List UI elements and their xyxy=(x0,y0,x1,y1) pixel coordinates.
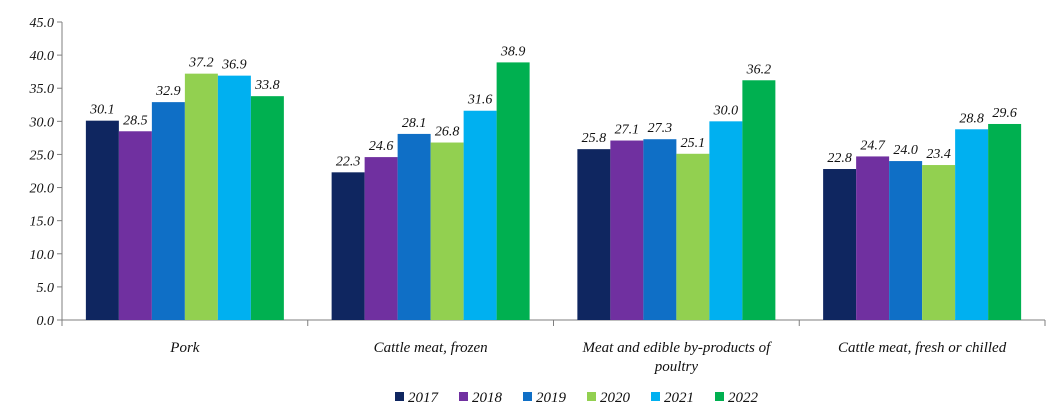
y-tick-label: 40.0 xyxy=(30,49,55,64)
bar-2020 xyxy=(430,142,464,320)
bar-2022 xyxy=(250,96,284,321)
bars xyxy=(85,62,1022,321)
category-label: Meat and edible by-products of xyxy=(582,340,773,356)
y-tick-label: 25.0 xyxy=(30,148,55,163)
bar-2018 xyxy=(856,156,890,320)
legend-label: 2022 xyxy=(728,390,759,406)
bar-2021 xyxy=(709,121,743,320)
data-label: 33.8 xyxy=(254,78,280,93)
bar-2017 xyxy=(577,149,611,320)
bar-2021 xyxy=(955,129,989,320)
bar-2018 xyxy=(364,157,398,320)
legend-label: 2020 xyxy=(600,390,631,406)
axes: 0.0 5.0 10.0 15.0 20.0 25.0 30.0 35.0 40.0 45.0 Po… xyxy=(29,16,1046,375)
bar-2019 xyxy=(397,133,431,320)
data-label: 24.7 xyxy=(860,138,886,153)
data-label: 25.8 xyxy=(582,131,607,146)
data-label: 36.2 xyxy=(746,62,772,77)
data-label: 24.6 xyxy=(369,139,394,154)
y-tick-label: 20.0 xyxy=(30,182,55,197)
bar-2021 xyxy=(463,110,497,320)
legend-swatch-2017 xyxy=(395,392,404,401)
data-label: 25.1 xyxy=(681,136,706,151)
data-label: 22.8 xyxy=(827,151,852,166)
data-label: 30.0 xyxy=(713,103,739,118)
category-label: Cattle meat, frozen xyxy=(374,340,488,356)
bar-2017 xyxy=(823,169,857,320)
bar-2019 xyxy=(643,139,677,320)
bar-2020 xyxy=(922,165,956,320)
y-tick-label: 15.0 xyxy=(30,215,55,230)
bar-2021 xyxy=(217,75,251,320)
category-label: Pork xyxy=(169,340,200,356)
data-label: 27.1 xyxy=(615,123,640,138)
data-label: 27.3 xyxy=(648,121,673,136)
legend-label: 2017 xyxy=(408,390,440,406)
legend-swatch-2021 xyxy=(651,392,660,401)
bar-2020 xyxy=(184,73,218,320)
bar-2022 xyxy=(988,123,1022,320)
data-label: 38.9 xyxy=(500,44,526,59)
legend-swatch-2019 xyxy=(523,392,532,401)
y-tick-label: 35.0 xyxy=(29,82,55,97)
bar-2017 xyxy=(85,120,119,320)
legend-label: 2019 xyxy=(536,390,567,406)
data-label: 28.1 xyxy=(402,116,427,131)
legend-swatch-2022 xyxy=(715,392,724,401)
data-label: 31.6 xyxy=(467,93,493,108)
data-label: 36.9 xyxy=(221,58,247,73)
bar-2022 xyxy=(742,80,776,320)
y-tick-label: 5.0 xyxy=(37,281,55,296)
y-tick-label: 0.0 xyxy=(37,314,55,329)
data-label: 23.4 xyxy=(926,147,951,162)
category-label: poultry xyxy=(654,359,699,375)
legend-label: 2021 xyxy=(664,390,694,406)
category-label: Cattle meat, fresh or chilled xyxy=(838,340,1007,356)
bar-2019 xyxy=(889,161,923,320)
data-label: 24.0 xyxy=(893,143,918,158)
legend-swatch-2018 xyxy=(459,392,468,401)
y-tick-label: 30.0 xyxy=(29,115,55,130)
legend: 2017 2018 2019 2020 2021 2022 xyxy=(395,390,759,406)
data-label: 37.2 xyxy=(188,56,214,71)
legend-label: 2018 xyxy=(472,390,503,406)
y-tick-label: 45.0 xyxy=(30,16,55,31)
data-labels: 30.1 28.5 32.9 37.2 36.9 33.8 22.3 24.6 28.1 26.8… xyxy=(89,44,1017,169)
bar-2019 xyxy=(151,102,185,320)
data-label: 30.1 xyxy=(89,103,115,118)
bar-2022 xyxy=(496,62,530,320)
data-label: 28.8 xyxy=(959,111,984,126)
data-label: 22.3 xyxy=(336,154,361,169)
bar-2018 xyxy=(118,131,152,320)
y-tick-label: 10.0 xyxy=(30,248,55,263)
legend-swatch-2020 xyxy=(587,392,596,401)
bar-2018 xyxy=(610,140,644,320)
data-label: 32.9 xyxy=(155,84,181,99)
data-label: 28.5 xyxy=(123,113,148,128)
bar-2020 xyxy=(676,153,710,320)
bar-2017 xyxy=(331,172,365,320)
data-label: 26.8 xyxy=(435,125,460,140)
data-label: 29.6 xyxy=(992,106,1017,121)
